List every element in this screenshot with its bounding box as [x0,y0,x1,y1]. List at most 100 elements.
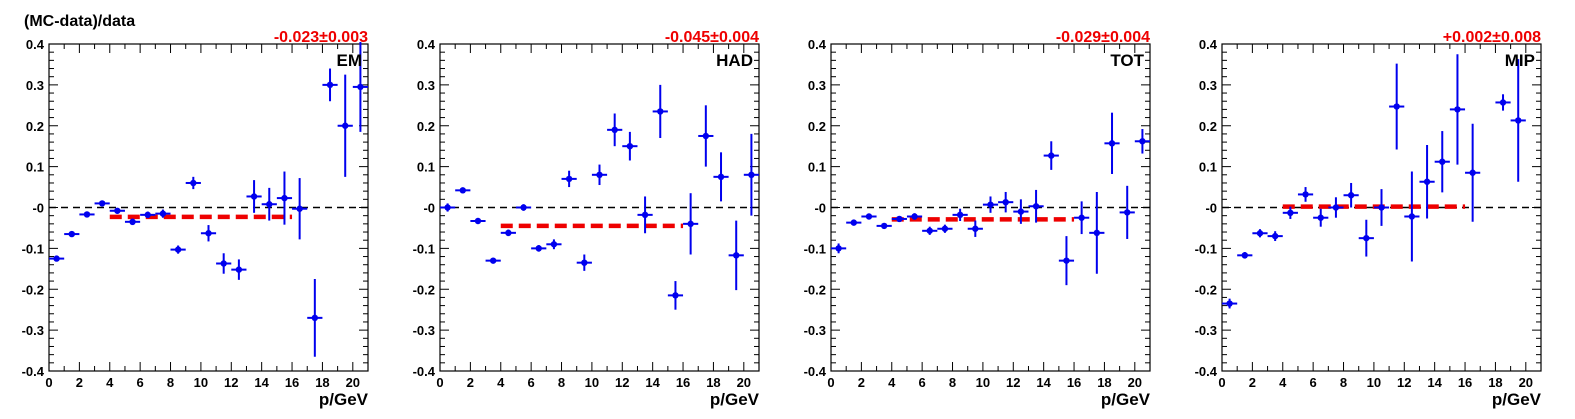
x-tick-label: 10 [976,375,990,390]
data-marker [565,175,573,183]
data-point [1104,112,1120,174]
x-tick-label: 20 [737,375,751,390]
y-tick-label: -0.4 [1195,364,1218,379]
data-marker [733,252,740,259]
data-marker [296,205,303,212]
x-tick-label: 20 [1128,375,1142,390]
data-point [307,279,323,357]
data-point [231,259,247,280]
data-marker [159,210,167,217]
data-point [967,220,983,237]
x-tick-label: 10 [1367,375,1381,390]
panel-label: EM [337,51,363,70]
data-point [1237,252,1253,259]
data-point [170,245,186,254]
x-tick-label: 16 [1067,375,1081,390]
data-point [667,281,684,310]
y-tick-label: -0.3 [22,323,44,338]
panel-tot: -0.4 -0.3 -0.2 -0.1 -0 0.1 0.2 0.3 0.4 0 2 4 6 8 10 12 1… [804,29,1151,409]
y-tick-label: 0.3 [1199,78,1217,93]
data-marker [535,245,542,252]
y-tick-label: 0.2 [808,119,826,134]
x-tick-label: 14 [645,375,660,390]
data-marker [53,255,60,262]
x-tick-label: 16 [676,375,690,390]
y-tick-label: -0 [423,201,435,216]
x-tick-label: 4 [497,375,505,390]
y-tick-label: -0.3 [413,323,435,338]
data-point [1119,185,1135,239]
data-marker [114,207,121,214]
data-point [652,84,668,139]
data-marker [1454,106,1461,113]
data-point [1449,54,1466,165]
y-tick-label: -0.4 [22,364,45,379]
data-point [470,217,486,225]
data-point [1404,171,1420,262]
x-tick-label: 10 [194,375,208,390]
data-marker [1408,213,1416,220]
panel-label: MIP [1505,51,1535,70]
data-marker [83,211,91,218]
data-point [591,164,608,186]
data-point [1328,197,1344,218]
data-marker [326,81,334,89]
y-tick-label: -0.1 [1195,241,1217,256]
data-marker [174,246,182,253]
data-marker [672,292,679,299]
data-point [713,152,729,202]
y-tick-label: -0.1 [413,241,435,256]
panels: -0.4 -0.3 -0.2 -0.1 -0 0.1 0.2 0.3 0.4 0 2 4 6 8 10 12 1… [22,29,1542,409]
data-marker [1093,229,1101,237]
y-tick-label: 0.4 [26,37,45,52]
data-marker [926,227,933,234]
x-tick-label: 2 [1249,375,1256,390]
data-point [455,187,471,194]
data-marker [474,217,482,225]
data-point [1419,144,1435,219]
x-tick-label: 6 [528,375,535,390]
y-tick-label: 0.1 [417,160,435,175]
data-point [622,131,638,161]
y-tick-label: -0.2 [413,282,435,297]
data-point [531,245,547,252]
data-marker [1256,230,1264,237]
x-tick-label: 2 [76,375,83,390]
data-marker [972,225,979,232]
x-tick-label: 0 [45,375,52,390]
data-point [982,196,999,213]
x-tick-label: 18 [1097,375,1111,390]
data-marker [1271,232,1279,240]
data-marker [1048,152,1055,159]
x-tick-label: 12 [615,375,629,390]
data-point [937,224,953,233]
y-tick-label: -0.2 [804,282,826,297]
data-point [124,218,141,226]
data-marker [1515,117,1522,124]
panel-em: -0.4 -0.3 -0.2 -0.1 -0 0.1 0.2 0.3 0.4 0 2 4 6 8 10 12 1… [22,29,369,409]
data-marker [1002,198,1009,206]
panel-label: TOT [1110,51,1144,70]
data-marker [489,257,497,264]
data-marker [911,213,918,220]
data-marker [144,211,151,219]
y-tick-label: -0 [1205,201,1217,216]
data-point [200,225,217,242]
data-point [155,209,171,218]
data-point [94,200,110,207]
y-tick-label: 0.1 [808,160,826,175]
x-tick-label: 20 [1519,375,1533,390]
data-point [1089,191,1105,274]
y-tick-label: -0.1 [22,241,44,256]
y-tick-label: 0.3 [808,78,826,93]
data-marker [1378,204,1385,211]
data-marker [1302,191,1309,198]
data-marker [266,201,273,208]
data-point [292,178,308,240]
data-point [922,226,938,235]
x-tick-label: 2 [858,375,865,390]
data-point [515,204,532,211]
data-point [1297,187,1314,202]
data-point [846,219,862,226]
